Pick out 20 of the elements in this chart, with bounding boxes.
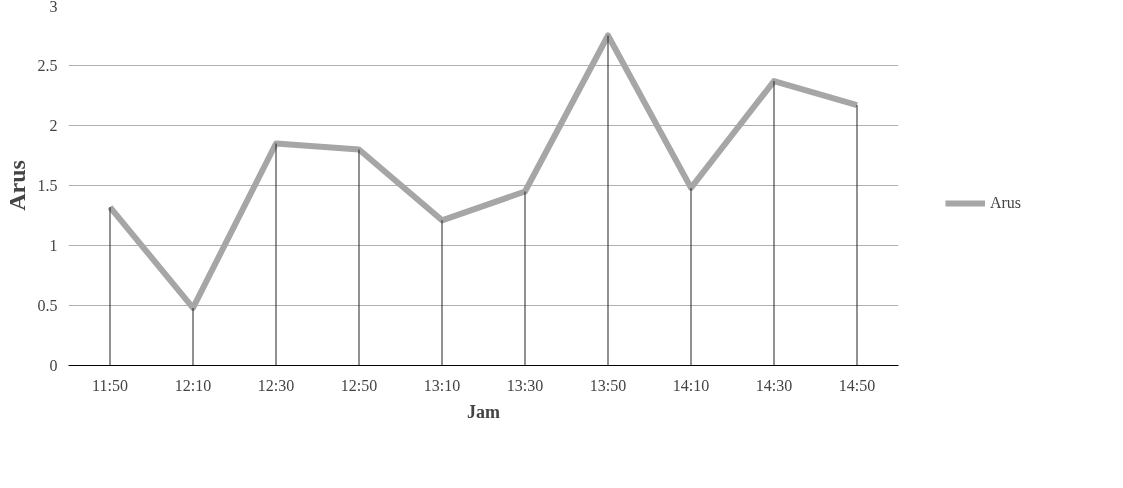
x-tick-label: 14:50 bbox=[838, 376, 876, 394]
y-tick-label: 3 bbox=[49, 0, 58, 15]
y-axis-title: Arus bbox=[3, 160, 30, 211]
y-tick-label: 1 bbox=[49, 237, 58, 254]
x-tick-label: 13:50 bbox=[589, 376, 627, 394]
y-tick-label: 2.5 bbox=[37, 57, 58, 74]
x-tick-label: 12:30 bbox=[257, 376, 295, 394]
x-tick-label: 12:10 bbox=[174, 376, 212, 394]
x-tick-label: 13:30 bbox=[506, 376, 544, 394]
y-tick-label: 0 bbox=[49, 357, 58, 374]
x-tick-label: 12:50 bbox=[340, 376, 378, 394]
x-tick-label: 11:50 bbox=[92, 376, 128, 394]
legend-label: Arus bbox=[989, 194, 1022, 212]
y-tick-label: 0.5 bbox=[37, 297, 58, 314]
y-tick-label: 1.5 bbox=[37, 177, 58, 194]
x-tick-label: 14:10 bbox=[672, 376, 710, 394]
x-tick-label: 14:30 bbox=[755, 376, 793, 394]
x-tick-label: 13:10 bbox=[423, 376, 461, 394]
y-tick-label: 2 bbox=[49, 117, 58, 134]
x-axis-title: Jam bbox=[467, 401, 500, 422]
